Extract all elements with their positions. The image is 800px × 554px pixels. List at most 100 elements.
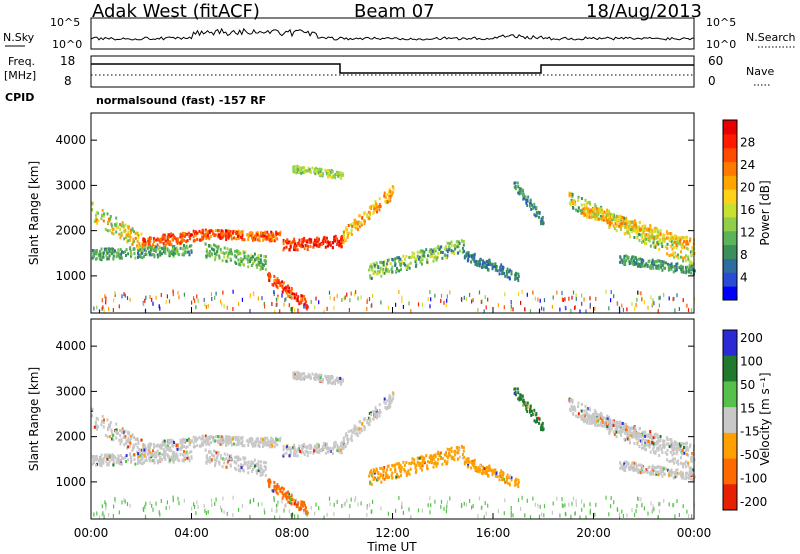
power-cell: [102, 251, 105, 255]
power-cell: [208, 251, 211, 255]
velocity-cell: [501, 472, 504, 476]
velocity-cell: [317, 377, 320, 381]
velocity-cell: [370, 411, 372, 415]
power-cell: [152, 240, 155, 243]
power-cell: [641, 297, 643, 302]
power-cell: [587, 207, 590, 211]
velocity-cell: [172, 452, 175, 456]
velocity-cell: [324, 446, 327, 450]
velocity-cell: [619, 431, 622, 435]
velocity-cell: [293, 371, 296, 375]
velocity-cell: [631, 461, 634, 465]
velocity-cell: [241, 468, 244, 472]
velocity-cell: [187, 437, 190, 441]
velocity-cell: [653, 451, 655, 455]
velocity-cell: [119, 429, 121, 432]
power-cell: [260, 231, 262, 235]
power-cell: [427, 297, 429, 302]
velocity-cell: [436, 462, 439, 466]
power-cell: [481, 263, 484, 267]
power-cell: [103, 212, 105, 216]
velocity-cell: [304, 503, 306, 507]
power-cell: [632, 222, 635, 226]
power-cell: [358, 225, 361, 229]
power-cell: [572, 205, 574, 209]
velocity-cell: [655, 470, 658, 474]
power-cell: [294, 246, 297, 250]
power-cell: [300, 301, 303, 305]
power-cell: [285, 285, 288, 289]
velocity-cell: [401, 505, 403, 510]
velocity-cell: [252, 468, 255, 471]
velocity-cell: [530, 413, 533, 417]
velocity-cell: [675, 474, 678, 478]
power-cell: [232, 289, 234, 294]
velocity-cell: [534, 420, 537, 424]
power-cell: [641, 240, 643, 244]
velocity-cell: [287, 495, 290, 499]
power-cell: [153, 245, 156, 249]
power-cell: [658, 296, 660, 301]
velocity-cell: [368, 423, 371, 427]
power-cell: [91, 208, 94, 212]
power-cell: [105, 296, 107, 301]
power-cell: [574, 203, 577, 206]
power-cell: [657, 267, 660, 271]
velocity-cell: [403, 468, 406, 472]
power-cell: [205, 230, 208, 234]
velocity-cell: [681, 471, 684, 475]
power-cell: [144, 253, 147, 256]
power-cell: [686, 303, 688, 308]
power-cell: [626, 255, 629, 259]
power-cell: [163, 233, 166, 237]
velocity-cell: [666, 448, 669, 452]
power-cell: [665, 261, 667, 265]
power-cell: [656, 227, 659, 231]
power-cell: [596, 218, 599, 221]
velocity-cell: [141, 457, 144, 461]
power-cell: [261, 296, 263, 301]
power-cell: [686, 265, 689, 269]
power-cell: [634, 229, 637, 233]
power-cell: [369, 265, 371, 269]
velocity-cell: [299, 374, 302, 378]
power-cell: [631, 221, 634, 225]
velocity-cell: [134, 437, 137, 441]
velocity-cell: [112, 434, 115, 438]
power-cell: [384, 200, 387, 204]
power-cell: [690, 253, 693, 256]
velocity-cell: [623, 460, 626, 464]
velocity-cell: [293, 446, 296, 450]
power-cell: [145, 295, 147, 300]
power-cell: [276, 302, 278, 307]
power-cell: [204, 302, 206, 307]
velocity-cell: [359, 420, 362, 424]
velocity-cell: [216, 439, 219, 443]
power-cell: [428, 254, 431, 258]
velocity-cell: [225, 440, 227, 444]
power-cell: [645, 233, 648, 237]
velocity-cell: [651, 436, 654, 440]
velocity-cell: [93, 461, 96, 464]
power-cell: [332, 241, 335, 245]
velocity-cell: [298, 377, 300, 381]
power-cell: [271, 232, 274, 236]
power-cell: [125, 248, 128, 252]
velocity-cell: [510, 513, 512, 518]
power-cell: [633, 224, 636, 228]
power-cell: [490, 263, 493, 267]
velocity-cell: [263, 440, 266, 444]
velocity-cell: [346, 434, 349, 438]
power-cell: [239, 230, 242, 234]
velocity-cell: [161, 444, 164, 447]
velocity-cell: [493, 469, 495, 473]
power-heatmap-cells: [91, 164, 696, 314]
power-cell: [239, 251, 242, 255]
velocity-cell: [250, 464, 253, 468]
velocity-cell: [684, 472, 687, 475]
power-cell: [129, 235, 132, 239]
power-cell: [314, 243, 317, 247]
velocity-cell: [205, 455, 208, 459]
power-cell: [320, 167, 323, 171]
power-cell: [552, 295, 554, 300]
